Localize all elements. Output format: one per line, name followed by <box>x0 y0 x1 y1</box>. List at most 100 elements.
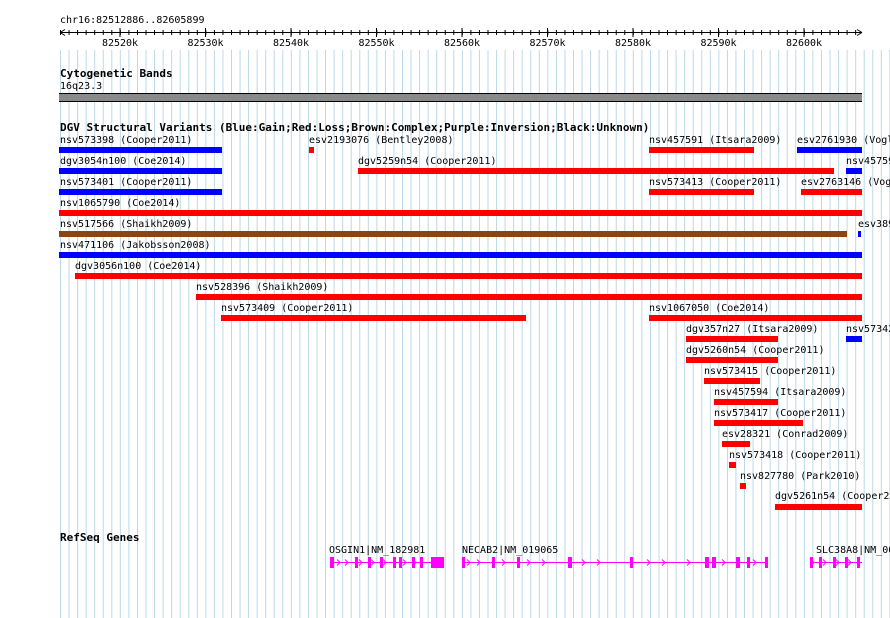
dgv-feature-label[interactable]: nsv827780 (Park2010) <box>740 471 861 482</box>
gene-exon <box>368 557 371 568</box>
dgv-feature-bar[interactable] <box>686 336 778 342</box>
gene-model[interactable] <box>810 557 862 568</box>
dgv-feature-label[interactable]: nsv573415 (Cooper2011) <box>704 366 837 377</box>
ruler-tick-label: 82540k <box>273 38 309 49</box>
dgv-feature-label[interactable]: nsv457591 (Itsara2009) <box>649 135 782 146</box>
dgv-feature-label[interactable]: nsv517566 (Shaikh2009) <box>60 219 193 230</box>
dgv-feature-bar[interactable] <box>75 273 862 279</box>
gene-exon <box>393 557 396 568</box>
strand-arrow-icon <box>847 559 852 566</box>
strand-arrow-icon <box>581 559 586 566</box>
gene-exon <box>705 557 709 568</box>
strand-arrow-icon <box>721 559 726 566</box>
dgv-feature-label[interactable]: nsv45759 <box>846 156 890 167</box>
ruler-tick-label: 82530k <box>187 38 223 49</box>
strand-arrow-icon <box>646 559 651 566</box>
ruler-right-arrow-icon <box>856 29 863 36</box>
dgv-feature-label[interactable]: nsv528396 (Shaikh2009) <box>196 282 329 293</box>
gene-exon <box>833 557 836 568</box>
ruler-tick-label: 82590k <box>700 38 736 49</box>
strand-arrow-icon <box>501 559 506 566</box>
strand-arrow-icon <box>370 559 375 566</box>
dgv-feature-label[interactable]: nsv573398 (Cooper2011) <box>60 135 193 146</box>
cytoband-track-title: Cytogenetic Bands <box>60 67 173 80</box>
dgv-feature-label[interactable]: nsv457594 (Itsara2009) <box>714 387 847 398</box>
strand-arrow-icon <box>344 559 349 566</box>
strand-arrow-icon <box>466 559 471 566</box>
dgv-feature-label[interactable]: nsv1065790 (Coe2014) <box>60 198 181 209</box>
gene-exon <box>712 557 716 568</box>
dgv-feature-label[interactable]: dgv3054n100 (Coe2014) <box>60 156 187 167</box>
gene-label[interactable]: NECAB2|NM_019065 <box>462 545 559 556</box>
dgv-feature-bar[interactable] <box>59 231 847 237</box>
strand-arrow-icon <box>822 559 827 566</box>
strand-arrow-icon <box>358 559 363 566</box>
ruler[interactable]: 82520k 82530k 82540k 82550k 82560k 82570k 8258… <box>0 0 890 50</box>
dgv-feature-bar[interactable] <box>59 252 862 258</box>
dgv-feature-bar[interactable] <box>59 168 222 174</box>
gene-exon <box>420 557 423 568</box>
dgv-feature-bar[interactable] <box>846 168 862 174</box>
strand-arrow-icon <box>661 559 666 566</box>
ruler-tick-label: 82550k <box>358 38 394 49</box>
dgv-feature-bar[interactable] <box>649 147 754 153</box>
dgv-feature-label[interactable]: esv389 <box>858 219 890 230</box>
gene-model[interactable] <box>330 557 444 568</box>
dgv-feature-label[interactable]: nsv573417 (Cooper2011) <box>714 408 847 419</box>
gene-exon <box>492 557 495 568</box>
ruler-tick-label: 82520k <box>102 38 138 49</box>
dgv-feature-bar[interactable] <box>714 420 803 426</box>
dgv-feature-label[interactable]: esv2763146 (Vogl <box>801 177 890 188</box>
gene-exon <box>736 557 740 568</box>
dgv-feature-label[interactable]: nsv57342 <box>846 324 890 335</box>
dgv-feature-bar[interactable] <box>221 315 526 321</box>
dgv-feature-bar[interactable] <box>704 378 760 384</box>
dgv-feature-bar[interactable] <box>309 147 314 153</box>
gene-exon <box>765 557 768 568</box>
gene-exon <box>399 557 402 568</box>
dgv-feature-bar[interactable] <box>722 441 750 447</box>
gene-exon <box>747 557 750 568</box>
dgv-feature-label[interactable]: dgv357n27 (Itsara2009) <box>686 324 819 335</box>
dgv-feature-label[interactable]: nsv1067050 (Coe2014) <box>649 303 770 314</box>
dgv-feature-label[interactable]: nsv573409 (Cooper2011) <box>221 303 354 314</box>
dgv-feature-bar[interactable] <box>846 336 862 342</box>
gene-exon <box>568 557 572 568</box>
dgv-feature-bar[interactable] <box>775 504 862 510</box>
dgv-feature-bar[interactable] <box>59 210 862 216</box>
dgv-feature-label[interactable]: nsv573413 (Cooper2011) <box>649 177 782 188</box>
dgv-feature-bar[interactable] <box>649 315 862 321</box>
dgv-feature-label[interactable]: nsv471106 (Jakobsson2008) <box>60 240 211 251</box>
strand-arrow-icon <box>835 559 840 566</box>
dgv-feature-label[interactable]: dgv3056n100 (Coe2014) <box>75 261 202 272</box>
strand-arrow-icon <box>382 559 387 566</box>
dgv-feature-bar[interactable] <box>801 189 862 195</box>
ruler-tick-label: 82580k <box>615 38 651 49</box>
dgv-feature-bar[interactable] <box>59 189 222 195</box>
dgv-feature-label[interactable]: dgv5261n54 (Cooper20 <box>775 491 890 502</box>
gene-model[interactable] <box>462 557 768 568</box>
dgv-feature-bar[interactable] <box>649 189 754 195</box>
dgv-feature-bar[interactable] <box>59 147 222 153</box>
dgv-feature-label[interactable]: esv2193076 (Bentley2008) <box>309 135 454 146</box>
dgv-feature-label[interactable]: nsv573418 (Cooper2011) <box>729 450 862 461</box>
gene-label[interactable]: OSGIN1|NM_182981 <box>329 545 426 556</box>
dgv-feature-bar[interactable] <box>797 147 862 153</box>
ruler-tick-label: 82600k <box>786 38 822 49</box>
dgv-feature-bar[interactable] <box>729 462 736 468</box>
dgv-feature-label[interactable]: esv2761930 (Vogl <box>797 135 890 146</box>
dgv-feature-bar[interactable] <box>686 357 778 363</box>
dgv-feature-label[interactable]: esv28321 (Conrad2009) <box>722 429 849 440</box>
dgv-feature-bar[interactable] <box>358 168 834 174</box>
dgv-feature-label[interactable]: dgv5260n54 (Cooper2011) <box>686 345 825 356</box>
cytoband-bar[interactable] <box>59 93 862 102</box>
dgv-feature-label[interactable]: dgv5259n54 (Cooper2011) <box>358 156 497 167</box>
dgv-feature-label[interactable]: nsv573401 (Cooper2011) <box>60 177 193 188</box>
dgv-feature-bar[interactable] <box>858 231 861 237</box>
dgv-feature-bar[interactable] <box>740 483 746 489</box>
dgv-feature-bar[interactable] <box>714 399 778 405</box>
dgv-feature-bar[interactable] <box>196 294 862 300</box>
gene-exon <box>355 557 358 568</box>
gene-label[interactable]: SLC38A8|NM_00 <box>816 545 890 556</box>
